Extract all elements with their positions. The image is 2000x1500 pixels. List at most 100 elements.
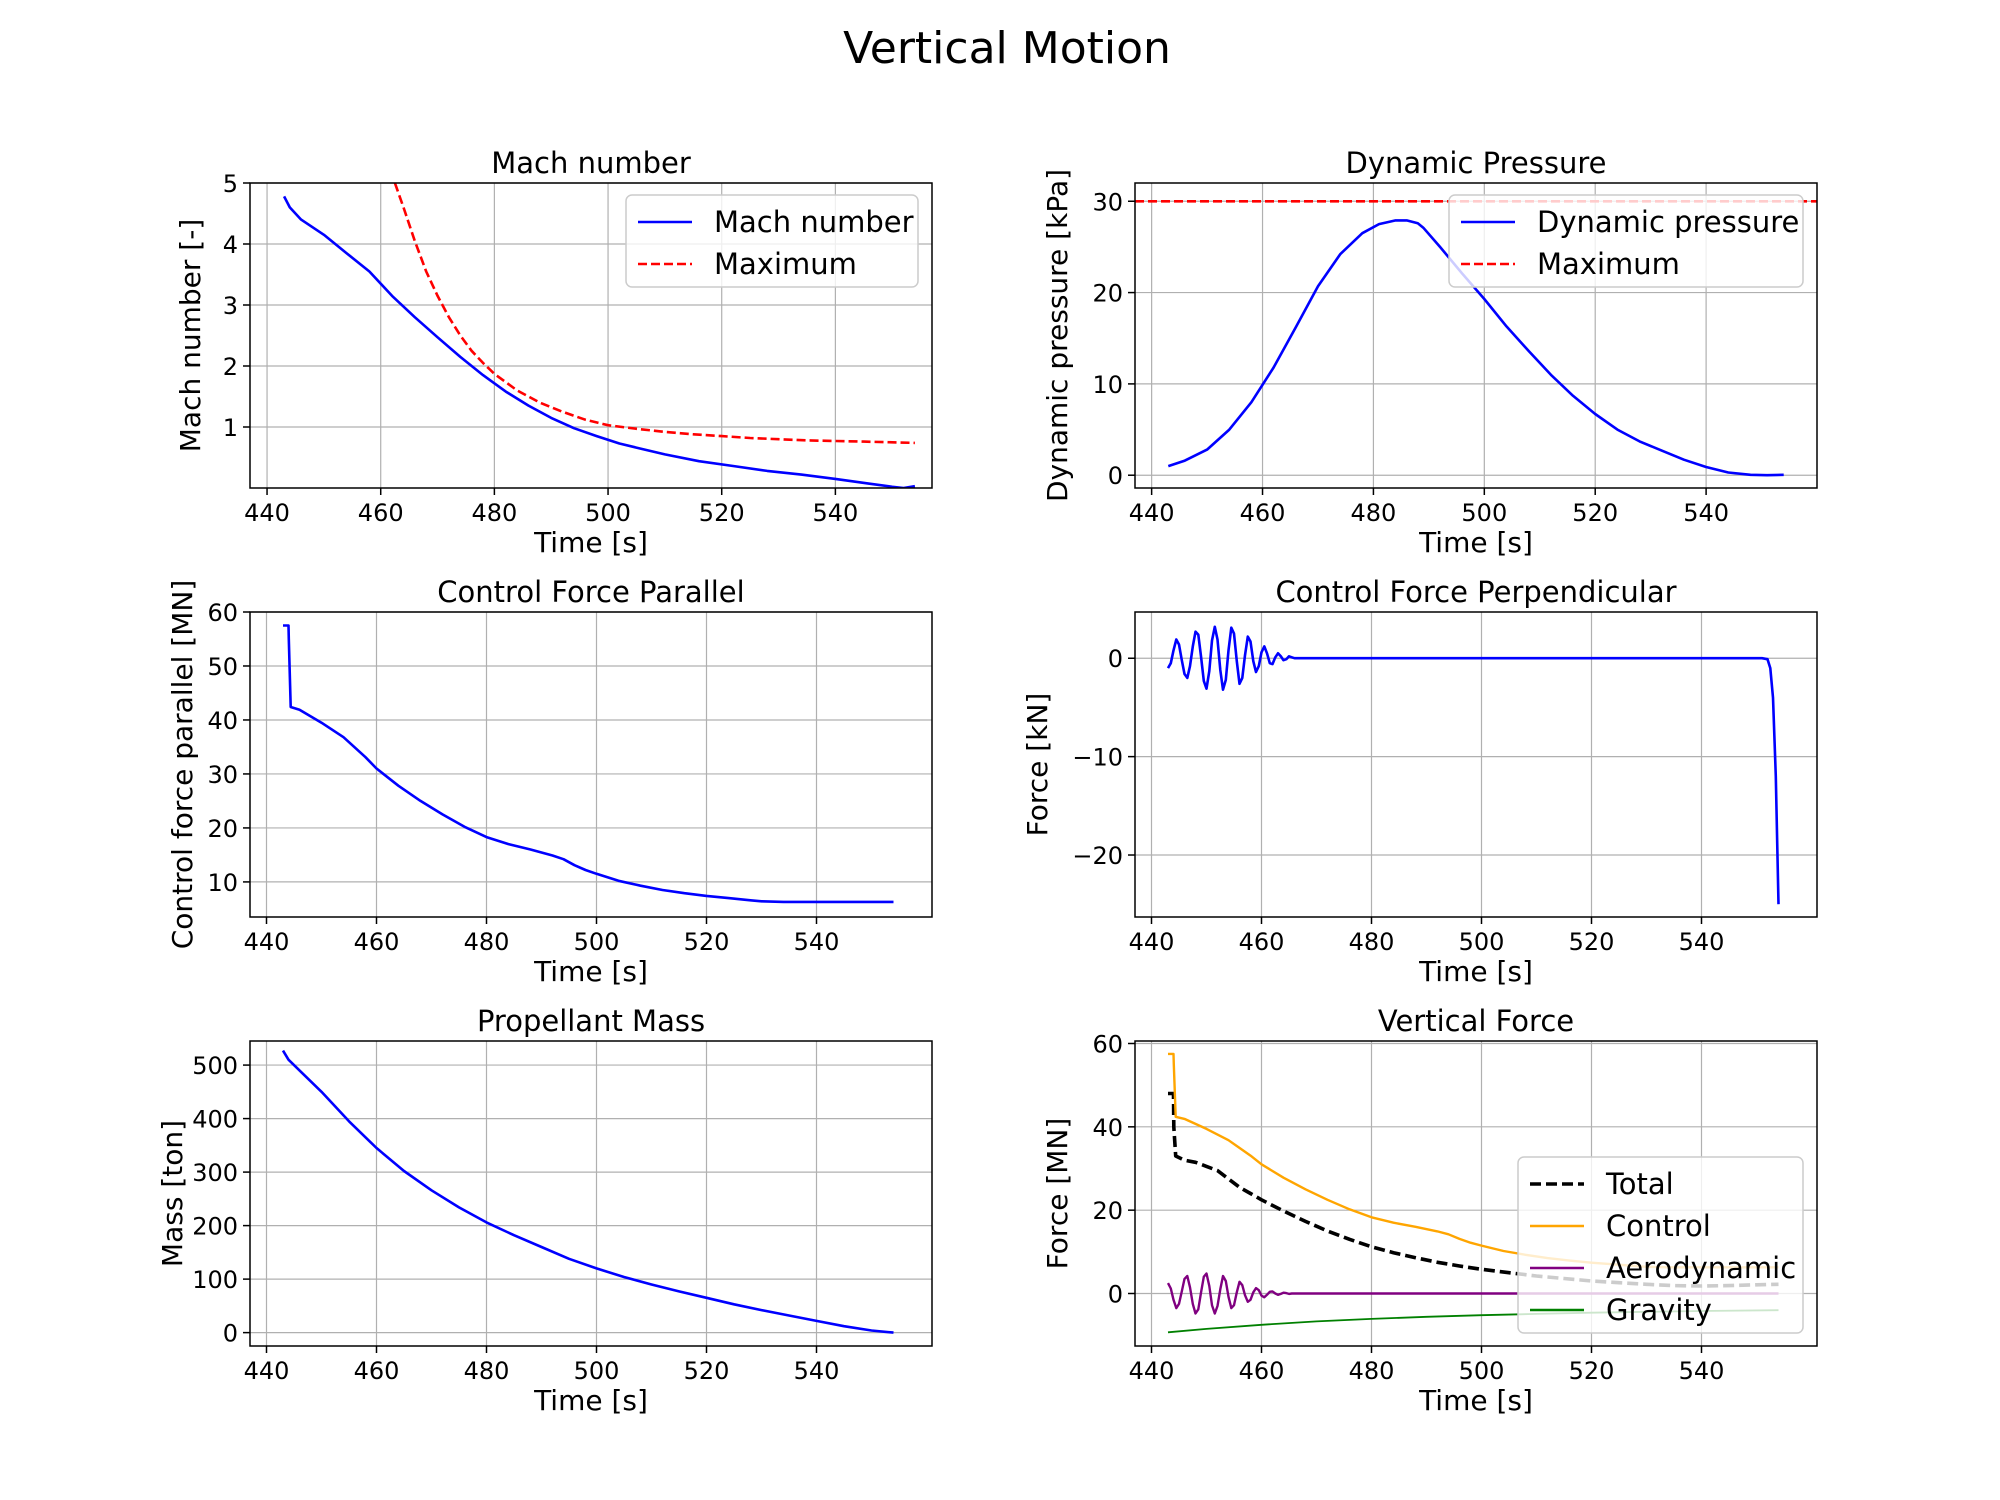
x-tick-label: 500 xyxy=(585,499,631,527)
legend-label: Total xyxy=(1605,1167,1674,1201)
legend-box xyxy=(1517,1156,1804,1334)
y-tick-label: 100 xyxy=(192,1266,238,1294)
series-line-maximum xyxy=(393,183,915,445)
y-tick-label: 1 xyxy=(223,414,238,442)
x-tick-label: 540 xyxy=(1679,928,1725,956)
plot-frame xyxy=(1134,611,1818,918)
y-tick-label: 40 xyxy=(207,707,238,735)
x-tick-label: 540 xyxy=(812,499,858,527)
x-tick-label: 440 xyxy=(1129,928,1175,956)
x-axis-label: Time [s] xyxy=(533,955,648,988)
subplot-title: Vertical Force xyxy=(1378,1004,1574,1038)
subplot-title: Control Force Parallel xyxy=(437,575,744,609)
x-tick-label: 540 xyxy=(794,928,840,956)
subplot-1: 440 460 480 500 520 540 1 2 3 4 5 Mach number Time [… xyxy=(174,146,933,559)
y-axis-label: Force [kN] xyxy=(1021,693,1054,837)
subplot-2: 440 460 480 500 520 540 0 10 20 30 Dynamic Pressur… xyxy=(1041,146,1818,559)
x-tick-label: 460 xyxy=(1239,928,1285,956)
plot-frame xyxy=(1134,1040,1818,1347)
legend-label: Maximum xyxy=(1537,247,1680,281)
x-tick-label: 480 xyxy=(1349,1357,1395,1385)
legend-label: Control xyxy=(1606,1209,1711,1243)
x-tick-label: 500 xyxy=(574,928,620,956)
subplot-title: Dynamic Pressure xyxy=(1346,146,1607,180)
y-tick-label: 10 xyxy=(207,869,238,897)
y-tick-label: 40 xyxy=(1092,1114,1123,1142)
y-tick-label: 3 xyxy=(223,292,238,320)
y-tick-label: −20 xyxy=(1072,842,1123,870)
legend-box xyxy=(625,194,919,288)
x-tick-label: 460 xyxy=(354,1357,400,1385)
y-tick-label: 0 xyxy=(223,1320,238,1348)
x-axis-label: Time [s] xyxy=(1418,526,1533,559)
subplot-title: Control Force Perpendicular xyxy=(1275,575,1676,609)
plot-frame xyxy=(249,611,933,918)
legend: Dynamic pressure Maximum xyxy=(1448,194,1804,288)
y-tick-label: 0 xyxy=(1108,1281,1123,1309)
y-tick-label: 60 xyxy=(1092,1031,1123,1059)
x-tick-label: 480 xyxy=(464,928,510,956)
x-tick-label: 540 xyxy=(1683,499,1729,527)
legend-label: Aerodynamic xyxy=(1606,1251,1796,1285)
x-tick-label: 440 xyxy=(244,928,290,956)
y-tick-label: 5 xyxy=(223,170,238,198)
y-tick-label: 500 xyxy=(192,1052,238,1080)
x-tick-label: 460 xyxy=(1240,499,1286,527)
subplot-4: 440 460 480 500 520 540 −20 −10 0 Control Force P… xyxy=(1021,575,1818,988)
y-axis-label: Force [MN] xyxy=(1041,1118,1074,1270)
x-tick-label: 520 xyxy=(699,499,745,527)
y-tick-label: −10 xyxy=(1072,744,1123,772)
x-tick-label: 440 xyxy=(1129,499,1175,527)
y-tick-label: 0 xyxy=(1108,462,1123,490)
x-tick-label: 500 xyxy=(1461,499,1507,527)
x-axis-label: Time [s] xyxy=(1418,955,1533,988)
x-tick-label: 460 xyxy=(354,928,400,956)
x-tick-label: 520 xyxy=(684,1357,730,1385)
x-tick-label: 500 xyxy=(1459,1357,1505,1385)
x-tick-label: 520 xyxy=(1572,499,1618,527)
subplot-title: Mach number xyxy=(491,146,691,180)
y-tick-label: 50 xyxy=(207,653,238,681)
legend-label: Dynamic pressure xyxy=(1537,205,1799,239)
x-tick-label: 440 xyxy=(1129,1357,1175,1385)
legend: Mach number Maximum xyxy=(625,194,919,288)
plot-frame xyxy=(249,1040,933,1347)
x-tick-label: 440 xyxy=(244,1357,290,1385)
y-axis-label: Dynamic pressure [kPa] xyxy=(1041,169,1074,502)
plot-frame xyxy=(1134,182,1818,489)
x-axis-label: Time [s] xyxy=(533,526,648,559)
x-axis-label: Time [s] xyxy=(533,1384,648,1417)
y-tick-label: 30 xyxy=(1092,188,1123,216)
y-tick-label: 20 xyxy=(207,815,238,843)
subplot-6: 440 460 480 500 520 540 0 20 40 60 Vertical Force T… xyxy=(1041,1004,1818,1417)
legend-label: Gravity xyxy=(1606,1293,1712,1327)
subplot-3: 440 460 480 500 520 540 10 20 30 40 50 60 Control Fo… xyxy=(166,575,933,988)
y-axis-label: Mach number [-] xyxy=(174,219,207,453)
x-tick-label: 500 xyxy=(574,1357,620,1385)
legend-label: Mach number xyxy=(714,205,914,239)
legend-box xyxy=(1448,194,1804,288)
x-tick-label: 480 xyxy=(464,1357,510,1385)
legend-label: Maximum xyxy=(714,247,857,281)
x-tick-label: 480 xyxy=(1349,928,1395,956)
legend: Total Control Aerodynamic Gravity xyxy=(1517,1156,1804,1334)
y-tick-label: 300 xyxy=(192,1159,238,1187)
series-line-1 xyxy=(281,1049,894,1334)
subplot-title: Propellant Mass xyxy=(477,1004,705,1038)
series-line-mach-number xyxy=(282,195,916,488)
x-tick-label: 520 xyxy=(684,928,730,956)
x-tick-label: 480 xyxy=(471,499,517,527)
subplot-5: 440 460 480 500 520 540 0 100 200 300 400 500 Propel… xyxy=(156,1004,933,1417)
y-tick-label: 2 xyxy=(223,353,238,381)
x-tick-label: 540 xyxy=(794,1357,840,1385)
series-line-1 xyxy=(283,624,894,904)
x-tick-label: 520 xyxy=(1569,928,1615,956)
y-tick-label: 0 xyxy=(1108,645,1123,673)
y-tick-label: 10 xyxy=(1092,371,1123,399)
x-tick-label: 540 xyxy=(1679,1357,1725,1385)
y-tick-label: 60 xyxy=(207,599,238,627)
series-line-aerodynamic xyxy=(1166,1272,1779,1315)
y-tick-label: 20 xyxy=(1092,280,1123,308)
